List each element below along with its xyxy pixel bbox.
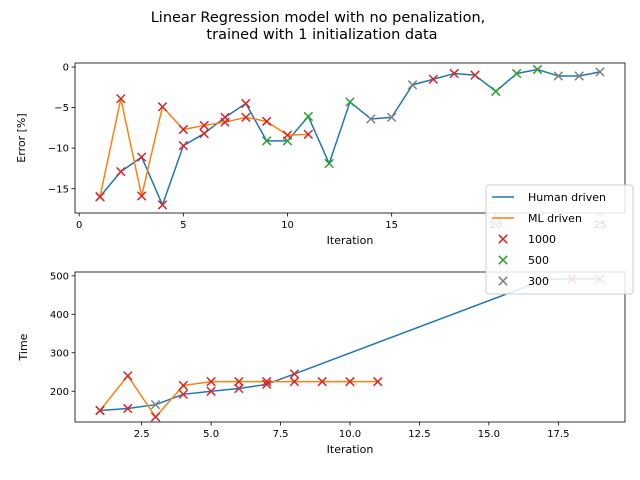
x-tick-label-2: 10.0 [339, 429, 361, 440]
y-tick-label-1: 0 [63, 63, 69, 74]
y-tick-label-2: 400 [50, 310, 69, 321]
time-chart: 2.5 5.0 7.5 10.0 12.5 15.0 17.5 200 300 400 500 Ite… [17, 271, 626, 456]
x-tick-label-1: 0 [76, 220, 82, 231]
marker-m500-1-10 [303, 111, 314, 122]
marker-m1000-1-34 [282, 130, 293, 140]
legend-1000-swatch [498, 234, 508, 244]
marker-m1000-2-6 [261, 379, 272, 390]
marker-m300-1-23 [574, 71, 584, 81]
marker-m1000-1-25 [95, 192, 105, 202]
marker-m500-1-12 [345, 97, 355, 107]
legend-500-swatch [498, 255, 508, 265]
series-line-ml-1 [99, 97, 309, 197]
marker-m1000-1-1 [116, 166, 126, 177]
marker-m1000-2-4 [206, 386, 216, 396]
x-tick-label-2: 7.5 [273, 429, 289, 440]
marker-m300-1-13 [366, 114, 376, 124]
legend-ml-driven-label: ML driven [528, 212, 582, 225]
marker-m1000-1-27 [136, 191, 147, 201]
y-tick-label-2: 500 [50, 271, 69, 282]
marker-m1000-1-2 [136, 152, 147, 162]
marker-m1000-1-28 [157, 102, 168, 112]
marker-m1000-2-18 [373, 376, 383, 387]
marker-m1000-1-31 [220, 117, 230, 127]
marker-m500-1-19 [491, 86, 501, 97]
marker-m1000-2-15 [289, 376, 300, 387]
marker-m1000-2-16 [317, 376, 327, 387]
y-axis-label-1: Error [%] [15, 113, 28, 162]
marker-m500-1-20 [511, 68, 522, 79]
marker-m1000-2-1 [123, 403, 133, 414]
y-tick-label-1: −15 [48, 184, 69, 195]
marker-m1000-1-16 [428, 74, 439, 84]
x-axis-label-2: Iteration [327, 443, 374, 456]
x-tick-label-2: 15.0 [478, 429, 500, 440]
marker-m1000-1-26 [116, 93, 126, 104]
marker-m1000-2-12 [206, 376, 216, 387]
y-axis-label-2: Time [17, 333, 30, 361]
marker-m1000-1-17 [449, 68, 459, 79]
x-axis-label-1: Iteration [327, 234, 374, 247]
marker-m300-1-14 [386, 112, 397, 123]
axes-frame-1 [74, 62, 626, 214]
marker-m1000-2-5 [234, 383, 244, 394]
legend-300-swatch [498, 276, 508, 286]
marker-m1000-1-30 [199, 120, 209, 131]
marker-m1000-1-35 [303, 129, 314, 140]
y-tick-label-2: 300 [50, 348, 69, 359]
legend-500-label: 500 [528, 254, 549, 267]
figure-title-line1: Linear Regression model with no penaliza… [151, 10, 486, 26]
marker-m500-1-11 [324, 158, 334, 169]
series-line-human-2 [99, 278, 600, 412]
marker-m300-2-2 [150, 399, 161, 410]
marker-m1000-2-17 [345, 376, 355, 387]
x-tick-label-2: 17.5 [547, 429, 569, 440]
marker-m1000-2-9 [123, 371, 133, 381]
marker-m500-1-8 [261, 136, 272, 146]
marker-m500-1-21 [532, 64, 543, 75]
figure-title-line2: trained with 1 initialization data [206, 27, 437, 43]
marker-m1000-1-33 [261, 116, 272, 127]
marker-m1000-2-3 [178, 389, 189, 400]
x-tick-label-2: 5.0 [203, 429, 219, 440]
y-tick-label-1: −5 [54, 103, 69, 114]
marker-m1000-1-4 [178, 140, 189, 151]
marker-m300-1-22 [553, 71, 564, 81]
x-tick-label-1: 5 [180, 220, 186, 231]
marker-m1000-2-14 [261, 376, 272, 387]
legend-human-driven-label: Human driven [528, 191, 606, 204]
marker-m1000-2-8 [95, 405, 105, 416]
x-tick-label-2: 2.5 [134, 429, 150, 440]
marker-m1000-1-18 [470, 70, 480, 80]
marker-m1000-2-10 [150, 412, 161, 422]
y-tick-label-1: −10 [48, 144, 69, 155]
marker-m1000-2-7 [289, 369, 300, 379]
marker-m1000-2-13 [234, 376, 244, 387]
legend-300-label: 300 [528, 275, 549, 288]
marker-m1000-1-5 [199, 128, 209, 139]
marker-m1000-1-29 [178, 124, 189, 135]
legend-1000-label: 1000 [528, 233, 556, 246]
legend-frame [485, 184, 634, 295]
marker-m300-1-15 [407, 80, 418, 90]
y-tick-label-2: 200 [50, 387, 69, 398]
x-tick-label-1: 15 [385, 220, 398, 231]
marker-m1000-1-7 [241, 98, 251, 109]
x-tick-label-1: 10 [281, 220, 294, 231]
legend: Human driven ML driven 1000 500 300 [485, 184, 634, 295]
marker-m300-1-24 [595, 67, 605, 77]
x-tick-label-2: 12.5 [408, 429, 430, 440]
marker-m1000-1-32 [241, 112, 251, 123]
marker-m1000-2-11 [178, 380, 189, 391]
marker-m1000-1-3 [157, 200, 168, 210]
